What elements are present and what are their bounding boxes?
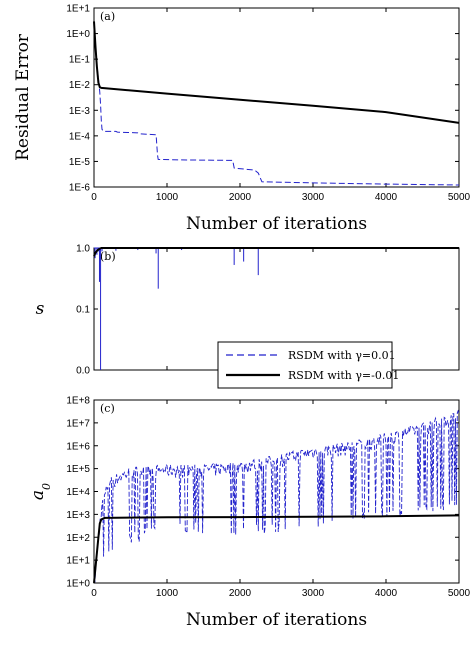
panel-label: (c) — [100, 402, 115, 415]
x-tick-label: 3000 — [302, 192, 325, 203]
y-tick-label: 1.0 — [76, 244, 90, 255]
y-tick-label: 1E-2 — [69, 80, 91, 91]
x-tick-label: 2000 — [229, 192, 252, 203]
legend-label: RSDM with γ=0.01 — [288, 349, 396, 362]
x-tick-label: 4000 — [375, 192, 398, 203]
y-tick-label: 1E-6 — [69, 183, 91, 194]
x-tick-label: 2000 — [229, 588, 252, 599]
y-tick-label: 1E+3 — [66, 510, 90, 521]
x-tick-label: 0 — [91, 588, 97, 599]
x-tick-label: 1000 — [156, 588, 179, 599]
y-tick-label: 1E+0 — [66, 29, 90, 40]
y-tick-label: 1E+6 — [66, 441, 90, 452]
y-tick-label: 1E+8 — [66, 396, 90, 407]
y-tick-label: 1E+1 — [66, 556, 90, 567]
y-tick-label: 1E-4 — [69, 131, 91, 142]
series-line-gamma-neg — [93, 21, 460, 124]
x-tick-label: 1000 — [156, 192, 179, 203]
y-tick-label: 1E+7 — [66, 418, 90, 429]
y-tick-label: 0.1 — [76, 305, 90, 316]
y-tick-label: 1E-3 — [69, 106, 91, 117]
legend-box — [217, 341, 393, 389]
y-tick-label: 1E-1 — [69, 55, 91, 66]
y-tick-label: 1E+1 — [66, 4, 90, 15]
series-line-gamma-pos — [93, 409, 460, 583]
x-tick-label: 5000 — [448, 192, 471, 203]
y-axis-label: a0 — [28, 483, 53, 500]
series-line-gamma-neg — [93, 247, 459, 257]
y-axis-label: s — [36, 299, 45, 319]
y-tick-label: 1E+0 — [66, 579, 90, 590]
x-tick-label: 4000 — [375, 588, 398, 599]
x-tick-label: 0 — [91, 192, 97, 203]
legend-label: RSDM with γ=-0.01 — [288, 369, 399, 382]
y-tick-label: 0.0 — [76, 366, 90, 377]
y-tick-label: 1E+4 — [66, 487, 90, 498]
y-tick-label: 1E-5 — [69, 157, 91, 168]
x-axis-label: Number of iterations — [186, 214, 367, 234]
series-line-gamma-pos — [93, 25, 460, 186]
panel-label: (b) — [100, 250, 116, 263]
x-tick-label: 5000 — [448, 588, 471, 599]
y-tick-label: 1E+2 — [66, 533, 90, 544]
series-line-gamma-neg — [93, 514, 460, 584]
x-tick-label: 3000 — [302, 588, 325, 599]
y-axis-label: Residual Error — [13, 33, 33, 161]
x-axis-label: Number of iterations — [186, 610, 367, 630]
y-tick-label: 1E+5 — [66, 464, 90, 475]
plot-frame-1 — [93, 7, 460, 188]
panel-label: (a) — [100, 10, 115, 23]
